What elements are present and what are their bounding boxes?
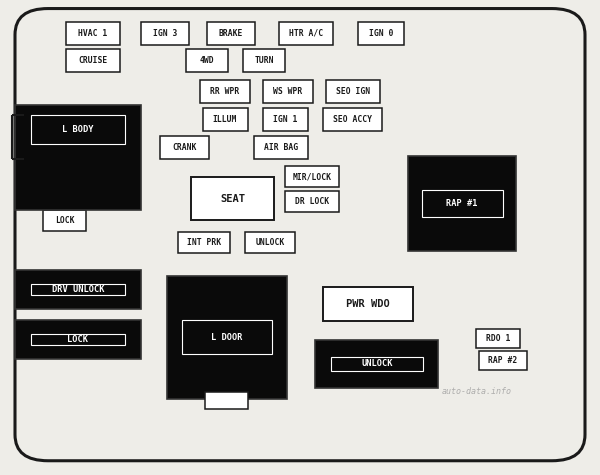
Bar (186, 49, 228, 72)
Bar (358, 22, 404, 45)
Text: L DOOR: L DOOR (211, 333, 242, 342)
Bar (15, 105, 141, 210)
Bar (263, 108, 308, 131)
Bar (31, 334, 125, 345)
Text: CRUISE: CRUISE (79, 57, 107, 65)
Bar (43, 210, 86, 231)
Bar (203, 108, 248, 131)
Bar (285, 191, 339, 212)
Text: RAP #1: RAP #1 (446, 199, 478, 208)
Bar (141, 22, 189, 45)
Bar (207, 22, 255, 45)
Text: RDO 1: RDO 1 (486, 334, 510, 342)
Bar (245, 232, 295, 253)
Text: RAP #2: RAP #2 (488, 356, 517, 364)
Bar (66, 49, 120, 72)
Text: L BODY: L BODY (62, 125, 94, 133)
Text: IGN 1: IGN 1 (273, 115, 297, 124)
Text: LOCK: LOCK (67, 335, 89, 344)
Text: DRV UNLOCK: DRV UNLOCK (52, 285, 104, 294)
Text: SEAT: SEAT (220, 193, 245, 204)
Bar (323, 108, 382, 131)
Text: SEO IGN: SEO IGN (336, 87, 370, 95)
Text: AIR BAG: AIR BAG (264, 143, 298, 152)
Text: UNLOCK: UNLOCK (361, 360, 392, 368)
FancyBboxPatch shape (15, 9, 585, 461)
Bar (408, 156, 516, 251)
Bar (243, 49, 285, 72)
Text: SEO ACCY: SEO ACCY (334, 115, 372, 124)
Bar (254, 136, 308, 159)
Text: UNLOCK: UNLOCK (256, 238, 284, 247)
Bar (479, 351, 527, 370)
Bar (66, 22, 120, 45)
Bar (421, 190, 503, 217)
Text: IGN 3: IGN 3 (153, 29, 177, 38)
Bar (160, 136, 209, 159)
Bar (15, 320, 141, 359)
Text: INT PRK: INT PRK (187, 238, 221, 247)
Text: MIR/LOCK: MIR/LOCK (293, 172, 331, 181)
Bar (31, 114, 125, 144)
Bar (178, 232, 230, 253)
Text: LOCK: LOCK (55, 216, 74, 225)
Bar (285, 166, 339, 187)
Bar (323, 287, 413, 321)
Bar (15, 270, 141, 309)
Text: TURN: TURN (254, 57, 274, 65)
Text: WS WPR: WS WPR (274, 87, 302, 95)
Text: PWR WDO: PWR WDO (346, 299, 389, 309)
Bar (31, 285, 125, 295)
Text: BRAKE: BRAKE (219, 29, 243, 38)
Text: HTR A/C: HTR A/C (289, 29, 323, 38)
Bar (182, 320, 272, 354)
Text: HVAC 1: HVAC 1 (79, 29, 107, 38)
Bar (191, 177, 274, 220)
Bar (167, 276, 287, 399)
Bar (331, 357, 423, 370)
Bar (200, 80, 250, 103)
Bar (316, 340, 438, 388)
Bar (205, 392, 248, 408)
Bar (263, 80, 313, 103)
Bar (326, 80, 380, 103)
Text: ILLUM: ILLUM (213, 115, 237, 124)
Text: CRANK: CRANK (173, 143, 197, 152)
Bar (476, 329, 520, 348)
Text: 4WD: 4WD (200, 57, 214, 65)
Text: RR WPR: RR WPR (211, 87, 239, 95)
Text: DR LOCK: DR LOCK (295, 197, 329, 206)
Text: auto-data.info: auto-data.info (442, 388, 512, 396)
Text: IGN 0: IGN 0 (369, 29, 393, 38)
Bar (279, 22, 333, 45)
